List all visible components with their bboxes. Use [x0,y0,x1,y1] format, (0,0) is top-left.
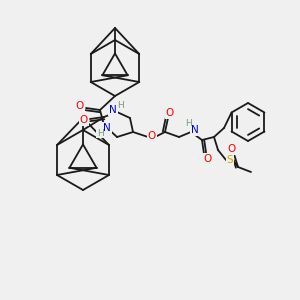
Text: N: N [103,123,111,133]
Text: O: O [76,101,84,111]
Text: H: H [184,119,191,128]
Text: O: O [148,131,156,141]
Text: O: O [228,144,236,154]
Text: H: H [118,100,124,109]
Text: N: N [191,125,199,135]
Text: N: N [109,105,117,115]
Text: O: O [166,108,174,118]
Text: H: H [97,128,104,137]
Text: S: S [227,155,233,165]
Text: O: O [203,154,211,164]
Text: O: O [80,115,88,125]
